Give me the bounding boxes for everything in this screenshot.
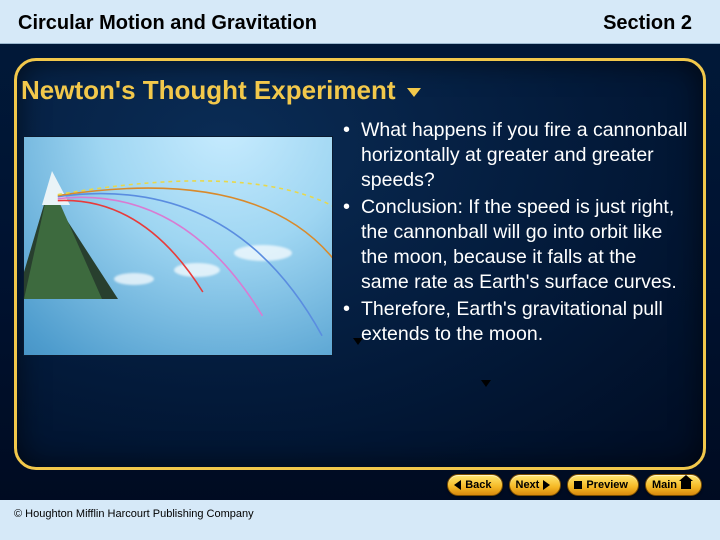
copyright-label: © Houghton Mifflin Harcourt Publishing C…	[14, 508, 254, 520]
main-label: Main	[652, 479, 677, 491]
content-panel: Newton's Thought Experiment What happens…	[14, 58, 706, 470]
slide-title-text: Newton's Thought Experiment	[21, 75, 396, 105]
home-icon	[681, 481, 691, 489]
back-arrow-icon	[454, 480, 461, 490]
bullet-content: What happens if you fire a cannonball ho…	[339, 118, 693, 356]
trajectory-lines	[24, 137, 332, 356]
preview-button[interactable]: Preview	[567, 474, 639, 496]
next-arrow-icon	[543, 480, 550, 490]
main-button[interactable]: Main	[645, 474, 702, 496]
chapter-title: Circular Motion and Gravitation	[18, 12, 317, 35]
next-label: Next	[516, 479, 540, 491]
placeholder-arrow-icon	[353, 338, 363, 345]
section-label: Section 2	[603, 12, 692, 35]
back-label: Back	[465, 479, 491, 491]
bullet-item: Therefore, Earth's gravitational pull ex…	[339, 297, 689, 347]
dropdown-arrow-icon	[407, 88, 421, 97]
newton-cannon-figure	[23, 136, 333, 356]
body-row: What happens if you fire a cannonball ho…	[17, 112, 703, 356]
bullet-item: Conclusion: If the speed is just right, …	[339, 195, 689, 295]
footer-nav: Back Next Preview Main	[447, 474, 702, 496]
preview-icon	[574, 481, 582, 489]
footer-strip	[0, 500, 720, 540]
slide-title: Newton's Thought Experiment	[17, 61, 703, 112]
next-button[interactable]: Next	[509, 474, 562, 496]
placeholder-arrow-icon	[481, 380, 491, 387]
bullet-item: What happens if you fire a cannonball ho…	[339, 118, 689, 193]
slide-header: Circular Motion and Gravitation Section …	[0, 0, 720, 44]
copyright-text: © Houghton Mifflin Harcourt Publishing C…	[14, 508, 254, 520]
back-button[interactable]: Back	[447, 474, 502, 496]
bullet-list: What happens if you fire a cannonball ho…	[339, 118, 689, 347]
preview-label: Preview	[586, 479, 628, 491]
slide-root: Circular Motion and Gravitation Section …	[0, 0, 720, 540]
